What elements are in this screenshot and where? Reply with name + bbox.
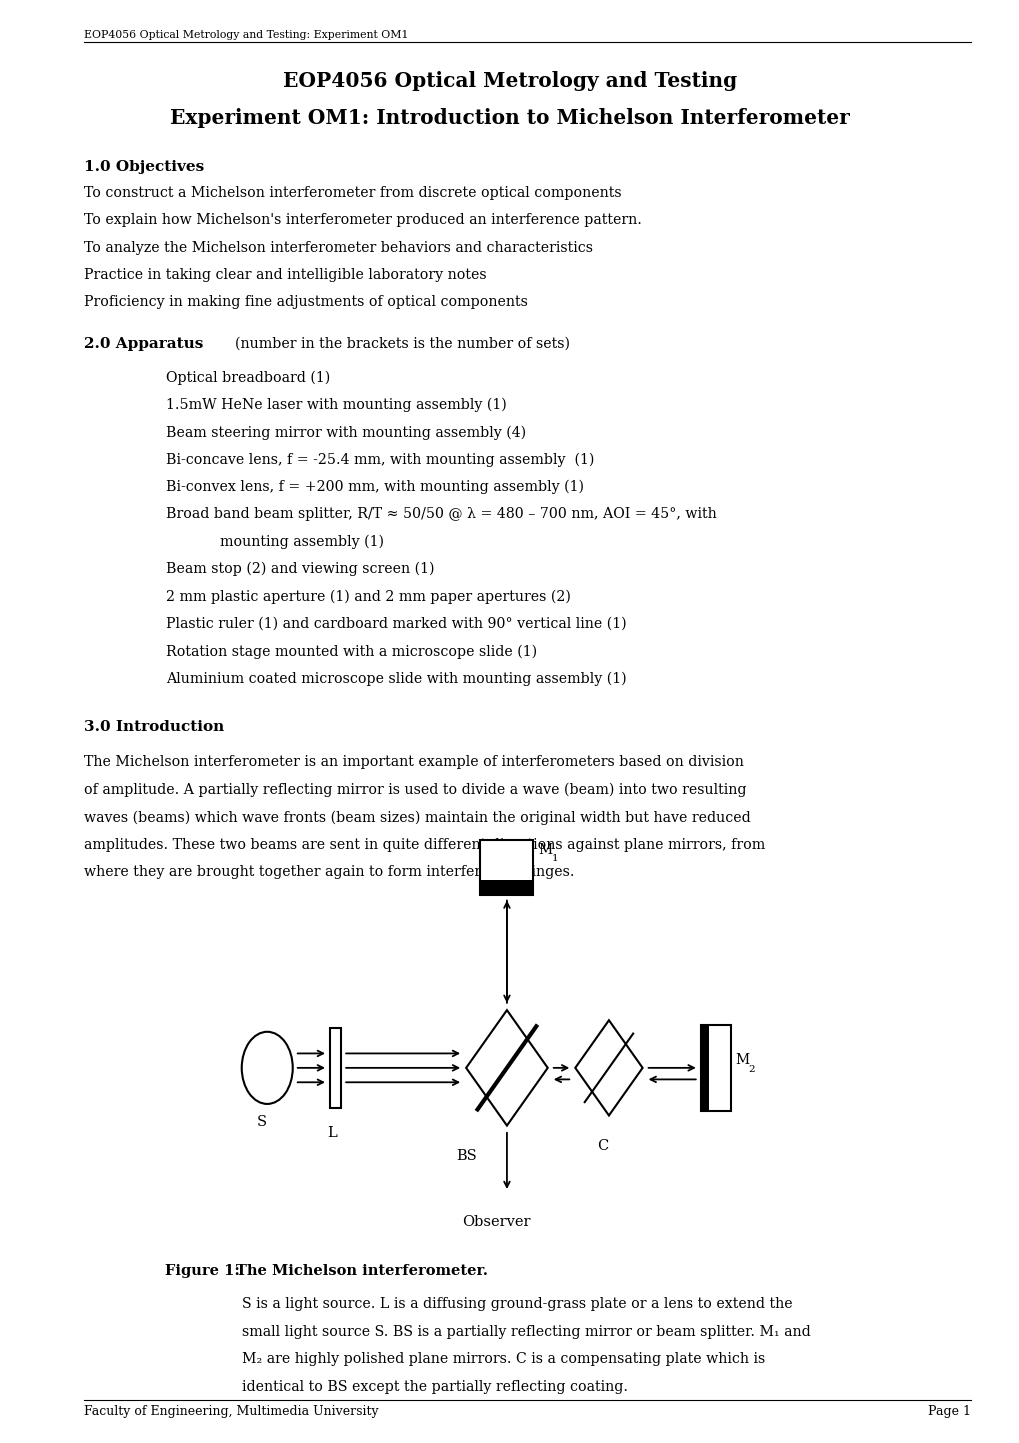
Text: Figure 1:: Figure 1: [165, 1264, 245, 1278]
Text: waves (beams) which wave fronts (beam sizes) maintain the original width but hav: waves (beams) which wave fronts (beam si… [84, 810, 750, 824]
Bar [700, 1025, 708, 1111]
Text: 1.0 Objectives: 1.0 Objectives [84, 160, 204, 173]
Text: To construct a Michelson interferometer from discrete optical components: To construct a Michelson interferometer … [84, 186, 621, 199]
Text: Bi-convex lens, f = +200 mm, with mounting assembly (1): Bi-convex lens, f = +200 mm, with mounti… [166, 481, 583, 495]
Text: 2 mm plastic aperture (1) and 2 mm paper apertures (2): 2 mm plastic aperture (1) and 2 mm paper… [166, 589, 571, 603]
Text: 2.0 Apparatus: 2.0 Apparatus [84, 338, 203, 351]
Text: L: L [327, 1127, 337, 1140]
Polygon shape [466, 1010, 547, 1126]
Text: Bi-concave lens, f = -25.4 mm, with mounting assembly  (1): Bi-concave lens, f = -25.4 mm, with moun… [166, 453, 594, 468]
Text: Rotation stage mounted with a microscope slide (1): Rotation stage mounted with a microscope… [166, 644, 536, 658]
Circle shape [242, 1032, 292, 1104]
Text: BS: BS [455, 1149, 476, 1163]
Text: Proficiency in making fine adjustments of optical components: Proficiency in making fine adjustments o… [84, 296, 527, 309]
Text: amplitudes. These two beams are sent in quite different directions against plane: amplitudes. These two beams are sent in … [84, 837, 764, 851]
Text: To analyze the Michelson interferometer behaviors and characteristics: To analyze the Michelson interferometer … [84, 241, 592, 254]
Text: 1: 1 [551, 854, 557, 863]
Text: Plastic ruler (1) and cardboard marked with 90° vertical line (1): Plastic ruler (1) and cardboard marked w… [166, 616, 626, 631]
Text: Beam stop (2) and viewing screen (1): Beam stop (2) and viewing screen (1) [166, 563, 434, 576]
Text: small light source S. BS is a partially reflecting mirror or beam splitter. M₁ a: small light source S. BS is a partially … [242, 1325, 810, 1339]
Text: M: M [735, 1053, 749, 1068]
Text: of amplitude. A partially reflecting mirror is used to divide a wave (beam) into: of amplitude. A partially reflecting mir… [84, 784, 746, 797]
Text: Experiment OM1: Introduction to Michelson Interferometer: Experiment OM1: Introduction to Michelso… [170, 108, 849, 127]
Text: Beam steering mirror with mounting assembly (4): Beam steering mirror with mounting assem… [166, 426, 526, 440]
Text: To explain how Michelson's interferometer produced an interference pattern.: To explain how Michelson's interferomete… [84, 214, 641, 227]
Text: 1.5mW HeNe laser with mounting assembly (1): 1.5mW HeNe laser with mounting assembly … [166, 398, 506, 413]
Text: Page 1: Page 1 [927, 1405, 970, 1418]
Text: M: M [538, 843, 552, 857]
Text: Faculty of Engineering, Multimedia University: Faculty of Engineering, Multimedia Unive… [84, 1405, 378, 1418]
Text: Optical breadboard (1): Optical breadboard (1) [166, 371, 330, 385]
Text: mounting assembly (1): mounting assembly (1) [166, 535, 383, 550]
Text: C: C [596, 1139, 607, 1153]
Text: Observer: Observer [462, 1215, 530, 1229]
Text: 3.0 Introduction: 3.0 Introduction [84, 720, 224, 734]
Text: The Michelson interferometer.: The Michelson interferometer. [235, 1264, 487, 1278]
Polygon shape [575, 1020, 642, 1115]
Text: identical to BS except the partially reflecting coating.: identical to BS except the partially ref… [242, 1380, 627, 1394]
Text: EOP4056 Optical Metrology and Testing: EOP4056 Optical Metrology and Testing [282, 71, 737, 91]
Text: S: S [257, 1115, 267, 1130]
Text: (number in the brackets is the number of sets): (number in the brackets is the number of… [234, 338, 569, 351]
Bar [480, 880, 533, 895]
Text: where they are brought together again to form interference fringes.: where they are brought together again to… [84, 864, 574, 879]
Text: S is a light source. L is a diffusing ground-grass plate or a lens to extend the: S is a light source. L is a diffusing gr… [242, 1297, 792, 1312]
Bar [700, 1025, 731, 1111]
Text: Practice in taking clear and intelligible laboratory notes: Practice in taking clear and intelligibl… [84, 268, 486, 281]
Text: 2: 2 [748, 1065, 754, 1074]
Text: EOP4056 Optical Metrology and Testing: Experiment OM1: EOP4056 Optical Metrology and Testing: E… [84, 30, 408, 40]
Text: Aluminium coated microscope slide with mounting assembly (1): Aluminium coated microscope slide with m… [166, 671, 626, 685]
Bar [480, 840, 533, 895]
Text: M₂ are highly polished plane mirrors. C is a compensating plate which is: M₂ are highly polished plane mirrors. C … [242, 1352, 764, 1367]
Text: Broad band beam splitter, R/T ≈ 50/50 @ λ = 480 – 700 nm, AOI = 45°, with: Broad band beam splitter, R/T ≈ 50/50 @ … [166, 508, 716, 521]
Text: The Michelson interferometer is an important example of interferometers based on: The Michelson interferometer is an impor… [84, 756, 743, 769]
Bar [330, 1029, 340, 1108]
